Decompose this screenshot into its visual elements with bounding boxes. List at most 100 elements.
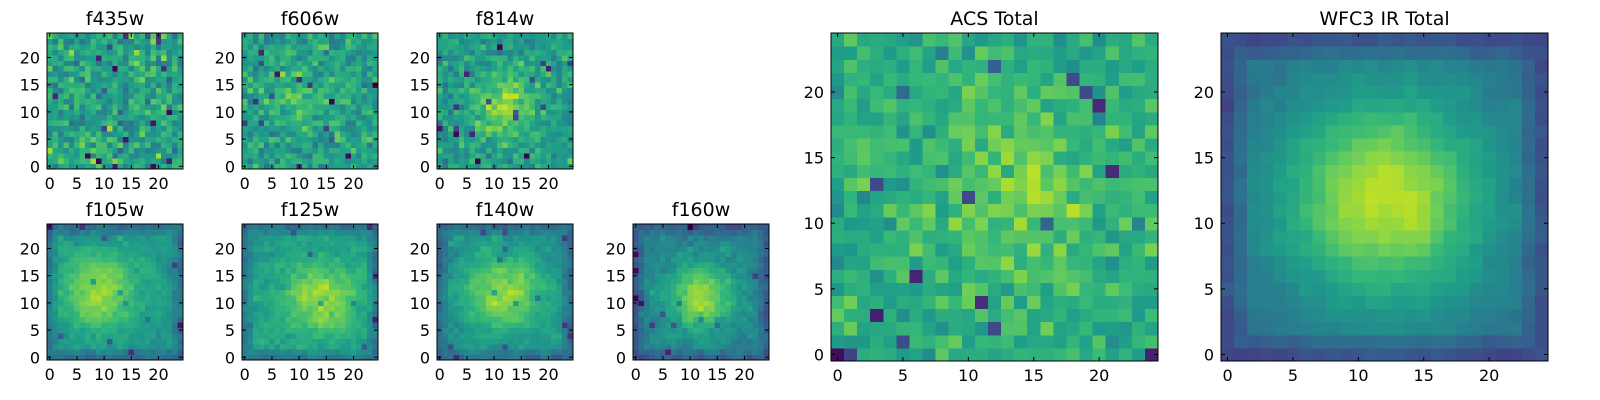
heatmap-cell [447, 234, 454, 241]
heatmap-cell [681, 332, 688, 339]
heatmap-cell [752, 343, 759, 350]
heatmap-cell [567, 224, 574, 231]
heatmap-cell [485, 283, 492, 290]
heatmap-cell [736, 267, 743, 274]
heatmap-cell [480, 163, 487, 170]
heatmap-cell [638, 327, 645, 334]
heatmap-cell [139, 147, 146, 154]
heatmap-cell [485, 262, 492, 269]
heatmap-cell [464, 305, 471, 312]
heatmap-cell [534, 81, 541, 88]
heatmap-cell [747, 245, 754, 252]
heatmap-cell [323, 256, 330, 263]
heatmap-cell [139, 125, 146, 132]
heatmap-cell [290, 267, 297, 274]
heatmap-cell [367, 262, 374, 269]
heatmap-cell [475, 267, 482, 274]
heatmap-cell [725, 343, 732, 350]
heatmap-cell [68, 234, 75, 241]
heatmap-cell [79, 289, 86, 296]
heatmap-cell [909, 190, 924, 205]
heatmap-cell [513, 316, 520, 323]
heatmap-cell [524, 251, 531, 258]
heatmap-cell [144, 224, 151, 231]
heatmap-cell [649, 332, 656, 339]
heatmap-cell [540, 245, 547, 252]
heatmap-cell [562, 234, 569, 241]
heatmap-cell [57, 103, 64, 110]
heatmap-cell [660, 338, 667, 345]
heatmap-cell [692, 316, 699, 323]
heatmap-cell [703, 229, 710, 236]
heatmap-cell [101, 332, 108, 339]
heatmap-cell [134, 278, 141, 285]
heatmap-cell [339, 311, 346, 318]
heatmap-cell [961, 295, 976, 310]
heatmap-cell [545, 136, 552, 143]
heatmap-cell [334, 272, 341, 279]
heatmap-cell [172, 38, 179, 45]
heatmap-cell [68, 294, 75, 301]
heatmap-cell [301, 300, 308, 307]
heatmap-cell [480, 321, 487, 328]
heatmap-cell [334, 60, 341, 67]
heatmap-cell [329, 158, 336, 165]
heatmap-cell [318, 316, 325, 323]
heatmap-cell [507, 147, 514, 154]
heatmap-cell [747, 338, 754, 345]
heatmap-cell [1105, 164, 1120, 178]
heatmap-cell [747, 343, 754, 350]
heatmap-cell [687, 305, 694, 312]
heatmap-cell [339, 125, 346, 132]
heatmap-cell [345, 251, 352, 258]
heatmap-cell [123, 354, 130, 361]
heatmap-cell [242, 87, 249, 94]
heatmap-cell [52, 256, 59, 263]
heatmap-cell [534, 158, 541, 165]
heatmap-cell [280, 321, 287, 328]
heatmap-cell [63, 224, 70, 231]
heatmap-cell [263, 311, 270, 318]
heatmap-cell [90, 38, 97, 45]
heatmap-cell [556, 327, 563, 334]
heatmap-cell [665, 234, 672, 241]
heatmap-cell [714, 305, 721, 312]
heatmap-cell [909, 347, 924, 362]
heatmap-cell [339, 109, 346, 116]
heatmap-cell [513, 147, 520, 154]
heatmap-cell [339, 289, 346, 296]
heatmap-cell [312, 76, 319, 83]
heatmap-cell [139, 327, 146, 334]
heatmap-cell [112, 54, 119, 61]
heatmap-cell [676, 327, 683, 334]
heatmap-cell [1053, 269, 1068, 283]
heatmap-cell [161, 234, 168, 241]
heatmap-cell [367, 163, 374, 170]
heatmap-cell [52, 272, 59, 279]
heatmap-cell [367, 229, 374, 236]
heatmap-cell [442, 316, 449, 323]
heatmap-cell [280, 300, 287, 307]
heatmap-cell [263, 109, 270, 116]
heatmap-cell [507, 245, 514, 252]
y-tick-label: 10 [20, 103, 40, 122]
axes-frame [436, 32, 574, 170]
heatmap-cell [1066, 229, 1081, 244]
axes-frame [436, 223, 574, 361]
heatmap-cell [269, 294, 276, 301]
heatmap-cell [74, 125, 81, 132]
heatmap-cell [513, 163, 520, 170]
heatmap-cell [112, 114, 119, 121]
heatmap-cell [323, 120, 330, 127]
heatmap-cell [480, 92, 487, 99]
heatmap-cell [665, 294, 672, 301]
heatmap-cell [736, 343, 743, 350]
heatmap-cell [296, 54, 303, 61]
heatmap-cell [269, 38, 276, 45]
heatmap-cell [1131, 321, 1146, 336]
heatmap-cell [339, 245, 346, 252]
heatmap-cell [329, 33, 336, 40]
heatmap-cell [703, 245, 710, 252]
heatmap-cell [47, 60, 54, 67]
heatmap-cell [464, 43, 471, 50]
